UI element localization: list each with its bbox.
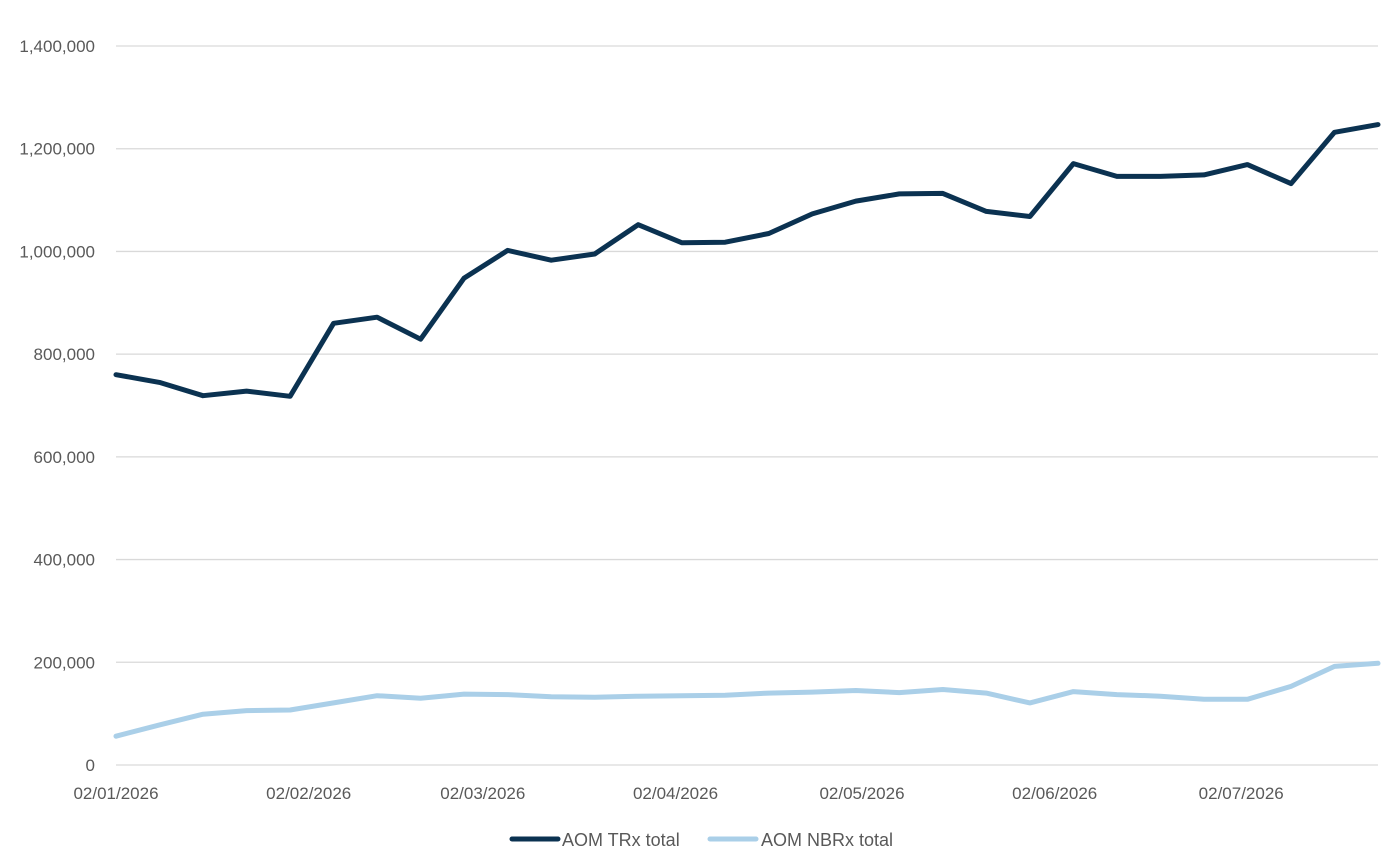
x-tick-label: 02/03/2026	[440, 784, 525, 803]
legend: AOM TRx total AOM NBRx total	[509, 830, 893, 850]
legend-label: AOM TRx total	[562, 830, 680, 850]
x-tick-label: 02/06/2026	[1012, 784, 1097, 803]
legend-label: AOM NBRx total	[761, 830, 893, 850]
y-tick-label: 0	[86, 756, 95, 775]
y-tick-label: 400,000	[34, 551, 95, 570]
x-tick-label: 02/05/2026	[819, 784, 904, 803]
series-line-trx	[113, 122, 1381, 399]
x-axis-tick-labels: 02/01/2026 02/02/2026 02/03/2026 02/04/2026…	[73, 784, 1283, 803]
y-tick-label: 200,000	[34, 653, 95, 672]
x-tick-label: 02/04/2026	[633, 784, 718, 803]
y-tick-label: 600,000	[34, 448, 95, 467]
x-tick-label: 02/02/2026	[266, 784, 351, 803]
y-axis-tick-labels: 0 200,000 400,000 600,000 800,000 1,000,000 1,…	[19, 37, 95, 775]
series-line-nbrx	[113, 660, 1381, 739]
y-tick-label: 1,000,000	[19, 242, 95, 261]
x-tick-label: 02/01/2026	[73, 784, 158, 803]
y-tick-label: 1,200,000	[19, 140, 95, 159]
x-tick-label: 02/07/2026	[1199, 784, 1284, 803]
series-lines	[113, 122, 1381, 739]
gridlines	[116, 45, 1378, 766]
y-tick-label: 1,400,000	[19, 37, 95, 56]
y-tick-label: 800,000	[34, 345, 95, 364]
